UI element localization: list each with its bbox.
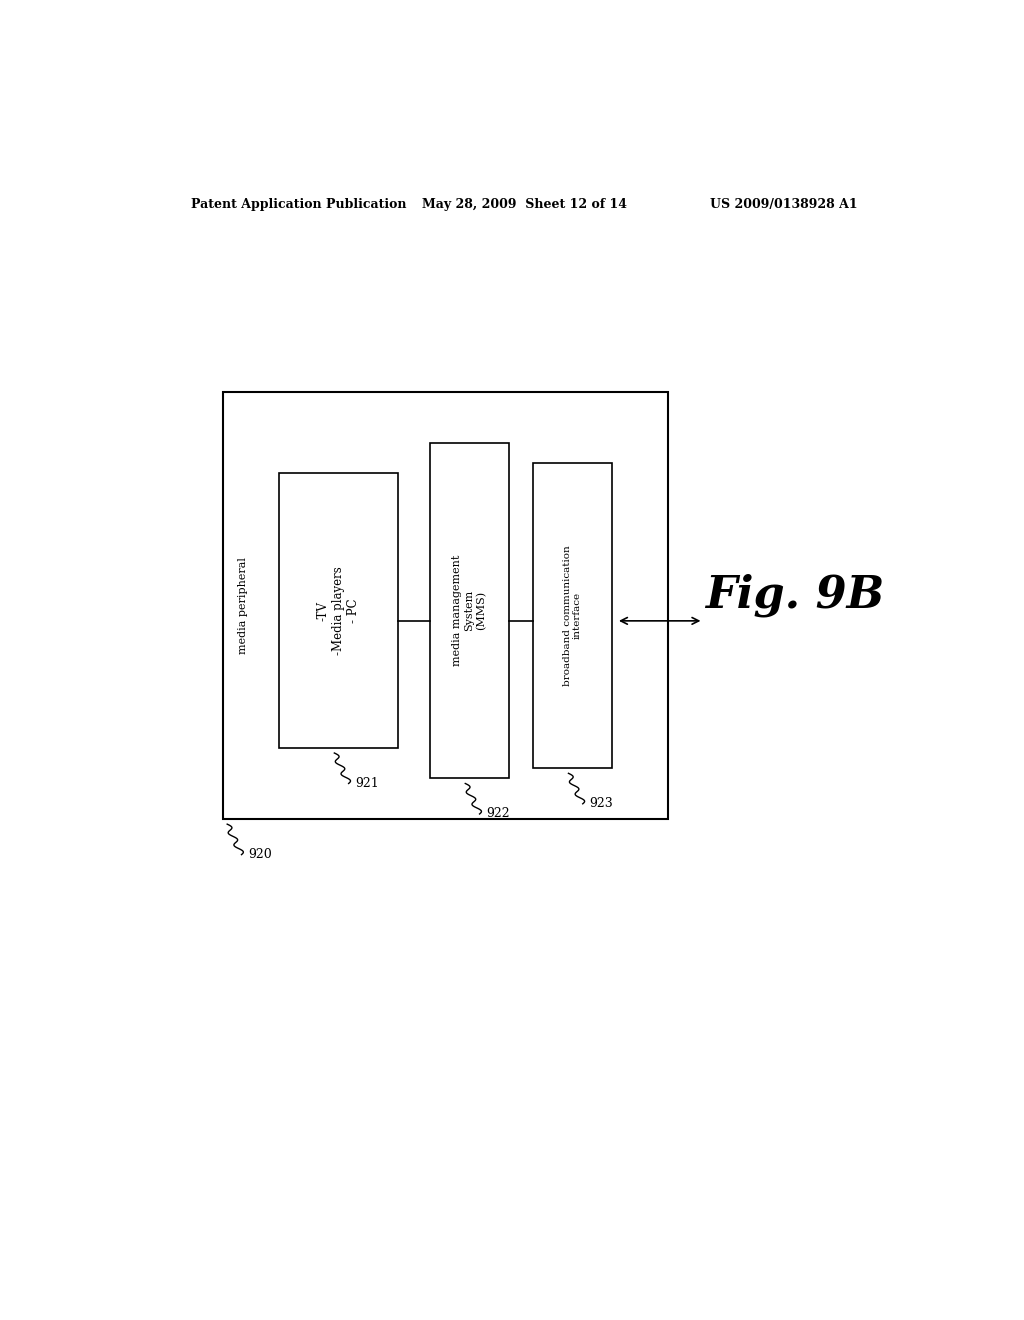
Text: 922: 922 (486, 808, 510, 821)
Text: -TV
-Media players
- PC: -TV -Media players - PC (316, 566, 359, 655)
Text: US 2009/0138928 A1: US 2009/0138928 A1 (711, 198, 858, 211)
Text: 920: 920 (248, 849, 271, 861)
Text: broadband communication
interface: broadband communication interface (563, 545, 582, 686)
Bar (430, 444, 509, 779)
Bar (279, 474, 397, 748)
Text: 923: 923 (589, 797, 612, 810)
Bar (223, 392, 668, 818)
Text: Fig. 9B: Fig. 9B (705, 574, 885, 618)
Text: media peripheral: media peripheral (238, 557, 248, 653)
Bar (532, 463, 612, 768)
Text: media management
System
(MMS): media management System (MMS) (453, 554, 486, 667)
Text: 921: 921 (355, 777, 379, 789)
Text: Patent Application Publication: Patent Application Publication (191, 198, 407, 211)
Text: May 28, 2009  Sheet 12 of 14: May 28, 2009 Sheet 12 of 14 (422, 198, 628, 211)
